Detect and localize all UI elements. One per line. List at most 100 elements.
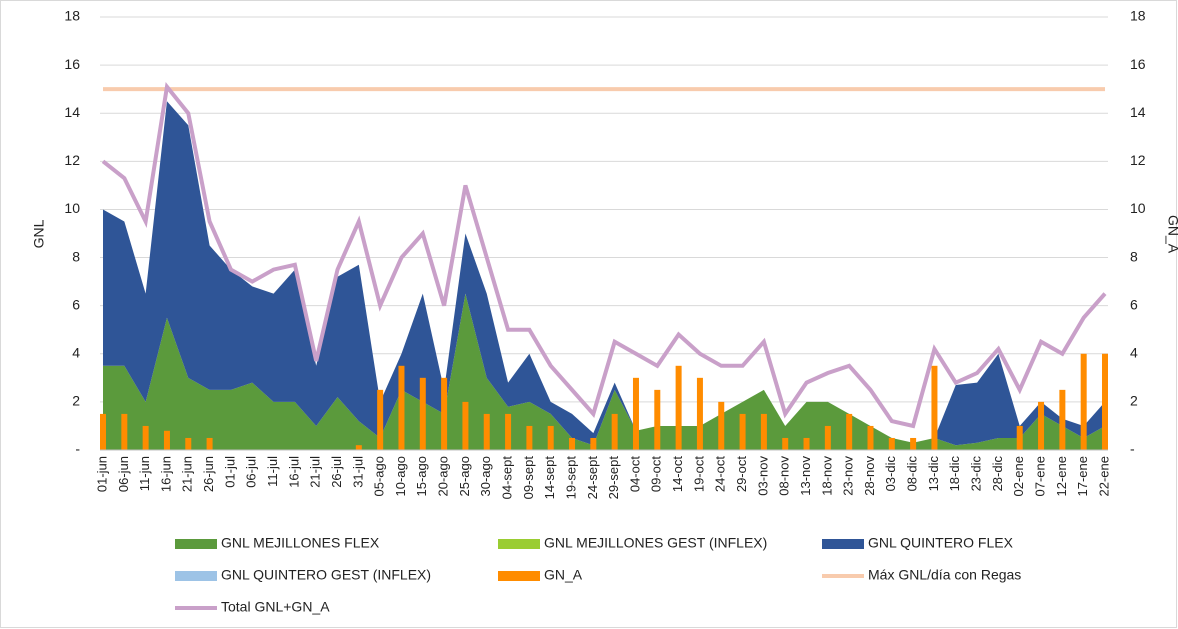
x-tick-label: 06-jun (116, 456, 131, 492)
x-tick-label: 06-jul (244, 456, 259, 488)
legend-label: GNL MEJILLONES GEST (INFLEX) (544, 535, 767, 551)
y2-tick-label: 16 (1130, 56, 1146, 72)
x-tick-label: 01-jul (222, 456, 237, 488)
x-tick-label: 03-nov (755, 456, 770, 496)
x-tick-label: 25-ago (457, 456, 472, 496)
bar (718, 401, 725, 450)
area (103, 101, 1105, 446)
x-tick-label: 26-jun (201, 456, 216, 492)
x-tick-label: 29-oct (734, 456, 749, 493)
x-tick-label: 04-sept (500, 456, 515, 500)
x-tick-label: 22-ene (1096, 456, 1111, 496)
y2-tick-label: 10 (1130, 200, 1146, 216)
x-tick-label: 02-ene (1011, 456, 1026, 496)
legend-swatch (175, 539, 217, 549)
x-tick-label: 21-jun (180, 456, 195, 492)
x-tick-label: 16-jun (158, 456, 173, 492)
x-tick-label: 13-dic (926, 456, 941, 492)
y2-tick-label: 14 (1130, 104, 1146, 120)
y-tick-label: - (75, 441, 80, 457)
y-tick-label: 16 (64, 56, 80, 72)
y-tick-label: 4 (72, 344, 80, 360)
x-tick-label: 23-dic (969, 456, 984, 492)
legend-swatch (175, 571, 217, 581)
y2-tick-label: 4 (1130, 344, 1138, 360)
x-tick-label: 05-ago (372, 456, 387, 496)
bar (100, 413, 106, 450)
y-tick-label: 2 (72, 393, 80, 409)
legend-label: GNL QUINTERO FLEX (868, 535, 1014, 551)
y-tick-label: 8 (72, 248, 80, 264)
bar (377, 389, 384, 450)
bar (1038, 401, 1045, 450)
bar (441, 377, 448, 450)
y-tick-label: 6 (72, 296, 80, 312)
y-axis-title: GNL (31, 219, 47, 248)
bar (462, 401, 469, 450)
bar (654, 389, 661, 450)
bar (888, 437, 895, 450)
bar (867, 425, 874, 450)
x-tick-label: 19-oct (691, 456, 706, 493)
bar (121, 413, 128, 450)
bar (931, 365, 938, 450)
legend-label: GNL MEJILLONES FLEX (221, 535, 380, 551)
y-tick-label: 12 (64, 152, 80, 168)
x-tick-label: 14-sept (542, 456, 557, 500)
bar (824, 425, 831, 450)
x-tick-label: 11-jun (137, 456, 152, 491)
y2-tick-label: - (1130, 441, 1135, 457)
x-tick-label: 18-dic (947, 456, 962, 492)
x-tick-label: 28-dic (990, 456, 1005, 492)
x-tick-label: 01-jun (94, 456, 109, 492)
y-tick-label: 14 (64, 104, 80, 120)
bar (547, 425, 554, 450)
bar (569, 437, 576, 450)
x-tick-label: 10-ago (393, 456, 408, 496)
x-tick-label: 24-oct (713, 456, 728, 493)
bar (1102, 353, 1108, 450)
line (101, 81, 1107, 429)
x-tick-label: 31-jul (350, 456, 365, 488)
y2-tick-label: 12 (1130, 152, 1146, 168)
bar (1016, 425, 1023, 450)
bar (185, 437, 192, 450)
x-tick-label: 04-oct (627, 456, 642, 493)
legend-swatch (498, 571, 540, 581)
y2-axis-title: GN_A (1165, 215, 1178, 254)
bar (355, 445, 362, 450)
y2-tick-label: 2 (1130, 393, 1138, 409)
x-tick-label: 21-jul (308, 456, 323, 488)
x-tick-label: 26-jul (329, 456, 344, 488)
x-tick-label: 19-sept (563, 456, 578, 500)
area (103, 293, 1105, 450)
legend-label: Máx GNL/día con Regas (868, 567, 1021, 583)
x-tick-label: 13-nov (798, 456, 813, 496)
y2-tick-label: 18 (1130, 8, 1146, 24)
legend-swatch (498, 539, 540, 549)
bar (910, 437, 917, 450)
x-tick-label: 20-ago (436, 456, 451, 496)
bar (696, 377, 703, 450)
legend-label: GN_A (544, 567, 583, 583)
x-tick-label: 09-sept (521, 456, 536, 500)
x-tick-label: 24-sept (585, 456, 600, 500)
x-tick-label: 30-ago (478, 456, 493, 496)
x-tick-label: 15-ago (414, 456, 429, 496)
x-tick-label: 08-dic (905, 456, 920, 492)
bar (1059, 389, 1066, 450)
bar (590, 437, 597, 450)
x-tick-label: 07-ene (1032, 456, 1047, 496)
x-tick-label: 08-nov (777, 456, 792, 496)
bar (803, 437, 810, 450)
y2-tick-label: 8 (1130, 248, 1138, 264)
bar (1080, 353, 1087, 450)
x-tick-label: 16-jul (286, 456, 301, 488)
bar (782, 437, 789, 450)
x-tick-label: 11-jul (265, 456, 280, 487)
x-tick-label: 29-sept (606, 456, 621, 500)
bar (419, 377, 426, 450)
bar (739, 413, 746, 450)
legend-label: GNL QUINTERO GEST (INFLEX) (221, 567, 431, 583)
